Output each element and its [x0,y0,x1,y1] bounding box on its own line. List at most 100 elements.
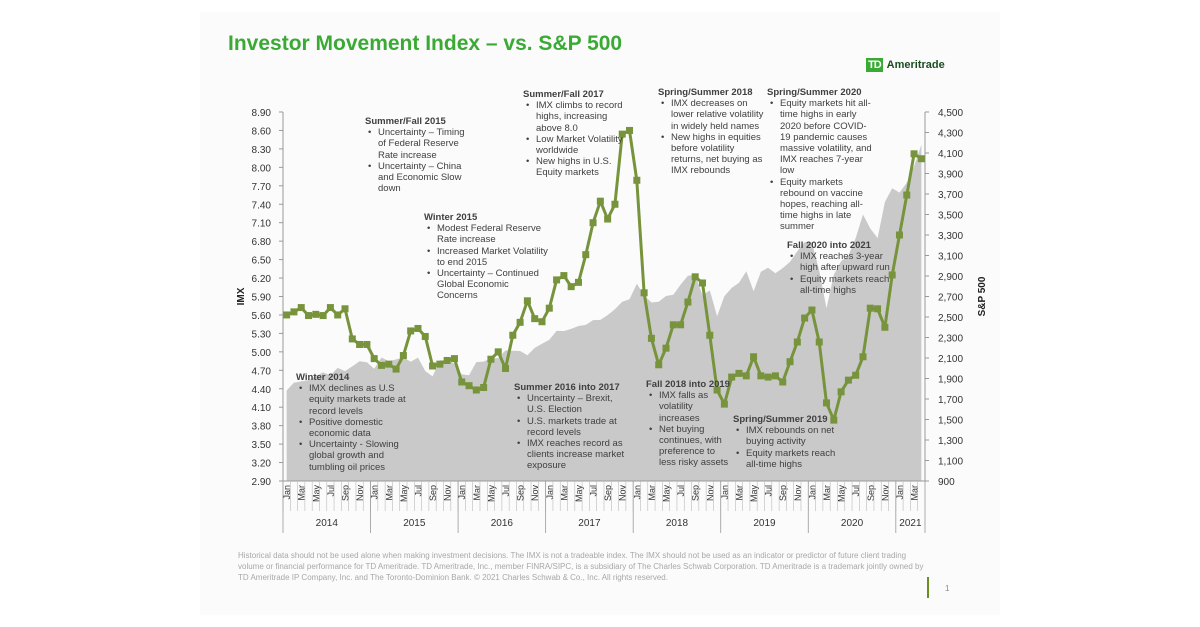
annotation-bullet: Uncertainty – Timing of Federal Reserve … [368,127,465,161]
imx-point [516,318,524,326]
x-month-label: Sep [341,485,351,501]
imx-point [377,361,385,369]
annotation: Spring/Summer 2019IMX rebounds on net bu… [733,414,838,470]
annotation-bullet: Uncertainty – China and Economic Slow do… [368,161,465,195]
y2-tick-label: 4,300 [938,129,963,140]
imx-point [611,200,619,208]
annotation: Fall 2018 into 2019IMX falls as volatili… [646,379,731,469]
imx-point [684,298,692,306]
page-number: 1 [945,584,950,593]
x-year-label: 2021 [899,518,922,529]
imx-point [502,364,510,372]
y2-tick-label: 3,700 [938,190,963,201]
imx-point [509,331,517,339]
imx-point [677,321,685,329]
imx-point [895,231,903,239]
annotation-bullet: Modest Federal Reserve Rate increase [427,223,549,245]
x-year-label: 2017 [578,518,601,529]
y-tick-label: 3.80 [252,422,272,433]
annotation-bullet: Net buying continues, with preference to… [649,424,731,469]
annotation-bullet: Uncertainty - Slowing global growth and … [299,439,411,473]
x-month-label: Mar [559,485,569,501]
imx-point [633,176,641,184]
annotation-bullet: Equity markets rebound on vaccine hopes,… [770,177,877,233]
disclaimer: Historical data should not be used alone… [238,551,924,582]
y-tick-label: 5.00 [252,348,272,359]
annotation-bullet: Low Market Volatility worldwide [526,134,623,156]
x-month-label: Jul [676,485,686,497]
imx-point [859,353,867,361]
imx-point [801,314,809,322]
annotation: Winter 2015Modest Federal Reserve Rate i… [424,212,549,302]
annotation-title: Winter 2015 [424,212,478,223]
y2-tick-label: 1,300 [938,436,963,447]
x-year-label: 2018 [666,518,689,529]
x-month-label: Mar [297,485,307,501]
imx-point [421,332,429,340]
imx-point [312,310,320,318]
imx-point [283,311,291,319]
y-tick-label: 3.50 [252,440,272,451]
x-month-label: Jan [457,485,467,500]
imx-point [531,315,539,323]
x-month-label: Mar [647,485,657,501]
imx-point [494,348,502,356]
annotation-title: Spring/Summer 2020 [767,87,862,98]
imx-point [582,251,590,259]
sp500-area [286,144,922,481]
imx-point [903,191,911,199]
imx-point [604,215,612,223]
imx-point [458,378,466,386]
annotation-bullet: Positive domestic economic data [299,417,411,439]
x-month-label: Jan [282,485,292,500]
annotation-bullet: U.S. markets trade at record levels [517,416,629,438]
annotation: Winter 2014IMX declines as U.S equity ma… [296,372,411,473]
imx-point [888,271,896,279]
imx-point [779,378,787,386]
x-month-label: Sep [691,485,701,501]
x-month-label: Nov [530,485,540,502]
y2-tick-label: 1,500 [938,416,963,427]
imx-point [750,353,758,361]
imx-point [443,356,451,364]
annotation: Summer/Fall 2015Uncertainty – Timing of … [365,116,465,194]
annotation-title: Summer/Fall 2015 [365,116,446,127]
y-tick-label: 6.80 [252,237,272,248]
x-month-label: Sep [866,485,876,501]
imx-point [414,324,422,332]
imx-point [808,306,816,314]
imx-point [793,338,801,346]
imx-point [786,358,794,366]
imx-point [917,155,925,163]
imx-point [735,369,743,377]
y-tick-label: 4.70 [252,366,272,377]
imx-point [866,304,874,312]
imx-point [450,355,458,363]
imx-point [334,311,342,319]
x-month-label: Nov [793,485,803,502]
imx-point [640,289,648,297]
imx-point [910,150,918,158]
y-tick-label: 5.60 [252,311,272,322]
annotation-bullet: IMX reaches record as clients increase m… [517,438,629,472]
imx-point [837,388,845,396]
annotation-bullet: Equity markets reach all-time highs [790,274,892,296]
x-month-label: May [486,485,496,503]
x-month-label: Sep [778,485,788,501]
y-tick-label: 8.60 [252,126,272,137]
y2-tick-label: 2,300 [938,334,963,345]
y-tick-label: 4.40 [252,385,272,396]
x-month-label: Jan [807,485,817,500]
imx-point [297,304,305,312]
x-month-label: May [749,485,759,503]
x-month-label: Sep [516,485,526,501]
imx-point [655,361,663,369]
x-month-label: Jul [326,485,336,497]
imx-line [286,129,923,422]
x-month-label: Sep [603,485,613,501]
x-month-label: Jul [501,485,511,497]
y2-tick-label: 3,900 [938,170,963,181]
y2-tick-label: 1,900 [938,375,963,386]
x-year-label: 2020 [841,518,864,529]
